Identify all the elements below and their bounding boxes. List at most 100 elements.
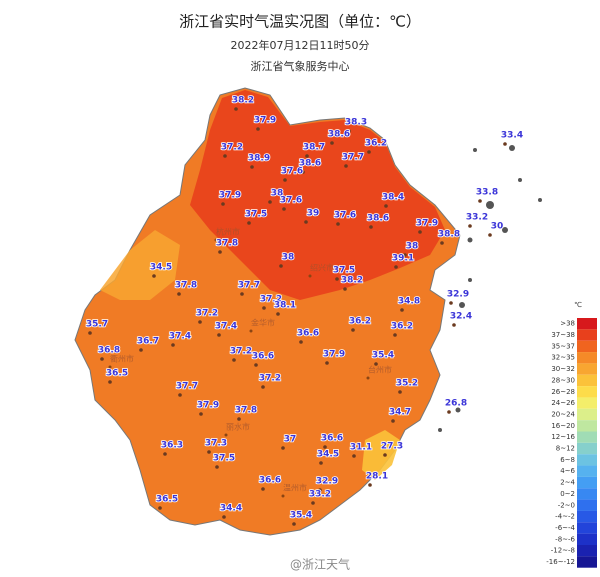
- station-temp: 37.6: [334, 211, 356, 221]
- station-dot: [215, 465, 219, 469]
- station-temp: 38.4: [382, 193, 404, 203]
- station-temp: 38.3: [345, 118, 367, 128]
- station-temp: 34.7: [389, 408, 411, 418]
- legend-label: 0~2: [560, 490, 575, 498]
- station-temp: 36.2: [349, 317, 371, 327]
- station-dot: [292, 522, 296, 526]
- station-dot: [232, 358, 236, 362]
- station-temp: 26.8: [445, 399, 467, 409]
- station-dot: [221, 202, 225, 206]
- station-dot: [108, 380, 112, 384]
- legend-label: -16~-12: [546, 558, 575, 566]
- station-dot: [403, 253, 407, 257]
- legend-swatch: [577, 465, 597, 477]
- station-temp: 37.6: [281, 167, 303, 177]
- legend-label: 32~35: [551, 354, 575, 362]
- station-temp: 38.1: [274, 301, 296, 311]
- legend-label: -4~-2: [555, 513, 575, 521]
- station-dot: [368, 483, 372, 487]
- station-dot: [393, 333, 397, 337]
- station-temp: 35.4: [372, 351, 394, 361]
- legend-swatch: [577, 499, 597, 511]
- station-dot: [367, 150, 371, 154]
- station-temp: 37.8: [216, 239, 238, 249]
- station-temp: 37.4: [169, 332, 191, 342]
- legend-swatch: [577, 318, 597, 330]
- legend-swatch: [577, 488, 597, 500]
- station-dot: [503, 142, 507, 146]
- station-temp: 37.2: [259, 374, 281, 384]
- station-dot: [488, 233, 492, 237]
- station-dot: [262, 306, 266, 310]
- station-dot: [158, 506, 162, 510]
- station-temp: 38.7: [303, 143, 325, 153]
- station-temp: 37.6: [280, 196, 302, 206]
- station-temp: 38: [271, 189, 284, 199]
- legend-swatch: [577, 533, 597, 545]
- station-temp: 37.2: [230, 347, 252, 357]
- station-dot: [318, 488, 322, 492]
- legend-label: >38: [560, 320, 575, 328]
- station-temp: 38.6: [299, 159, 321, 169]
- legend-swatch: [577, 374, 597, 387]
- station-dot: [398, 390, 402, 394]
- station-dot: [319, 461, 323, 465]
- station-temp: 35.2: [396, 379, 418, 389]
- watermark: @浙江天气: [290, 557, 350, 572]
- islands: [438, 145, 542, 432]
- datetime: 2022年07月12日11时50分: [231, 38, 370, 52]
- station-dot: [177, 292, 181, 296]
- station-dot: [100, 357, 104, 361]
- station-dot: [88, 331, 92, 335]
- station-temp: 36.6: [297, 329, 319, 339]
- legend-label: -2~0: [558, 501, 575, 509]
- title: 浙江省实时气温实况图（单位：℃）: [179, 13, 421, 31]
- station-dot: [283, 178, 287, 182]
- city-dot: [308, 274, 312, 278]
- station-temp: 36.6: [252, 352, 274, 362]
- city-dot: [281, 494, 285, 498]
- station-temp: 37.7: [238, 281, 260, 291]
- legend-label: 35~37: [551, 342, 575, 350]
- station-dot: [452, 323, 456, 327]
- station-temp: 37.2: [196, 309, 218, 319]
- station-dot: [198, 320, 202, 324]
- station-temp: 38: [406, 242, 419, 252]
- station-dot: [374, 362, 378, 366]
- station-temp: 31.1: [350, 443, 372, 453]
- station-dot: [171, 343, 175, 347]
- city-label: 衢州市: [110, 354, 134, 364]
- station-dot: [478, 199, 482, 203]
- legend-label: -12~-8: [551, 547, 575, 555]
- station-temp: 34.4: [220, 504, 242, 514]
- legend-swatch: [577, 476, 597, 489]
- station-dot: [347, 129, 351, 133]
- station-dot: [222, 515, 226, 519]
- station-temp: 36.3: [161, 441, 183, 451]
- station-dot: [383, 453, 387, 457]
- station-temp: 36.2: [365, 139, 387, 149]
- station-dot: [299, 340, 303, 344]
- station-dot: [139, 348, 143, 352]
- legend-label: 28~30: [551, 376, 575, 384]
- station-temp: 37.4: [215, 322, 237, 332]
- station-temp: 37.7: [342, 153, 364, 163]
- station-temp: 36.2: [391, 322, 413, 332]
- legend-label: 20~24: [551, 410, 575, 418]
- station-temp: 32.4: [450, 312, 472, 322]
- station-temp: 37.9: [323, 350, 345, 360]
- legend-swatch: [577, 363, 597, 375]
- legend-swatch: [577, 442, 597, 455]
- station-temp: 38.2: [232, 96, 254, 106]
- station-dot: [281, 446, 285, 450]
- station-temp: 36.6: [259, 476, 281, 486]
- station-dot: [352, 454, 356, 458]
- station-dot: [261, 487, 265, 491]
- station-dot: [199, 412, 203, 416]
- station-temp: 38.2: [341, 276, 363, 286]
- station-temp: 39.1: [392, 254, 414, 264]
- station-dot: [344, 164, 348, 168]
- station-dot: [418, 230, 422, 234]
- legend-swatch: [577, 454, 597, 466]
